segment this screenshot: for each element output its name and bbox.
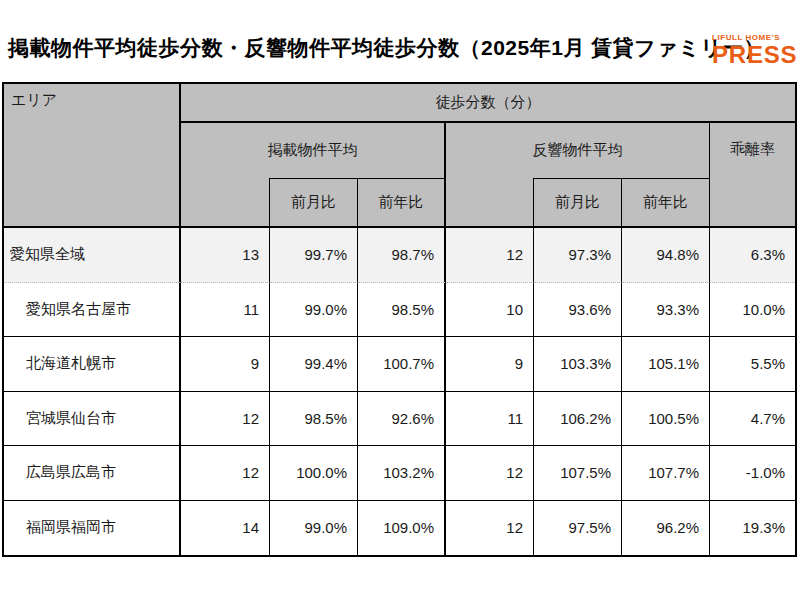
divergence-cell: 10.0% [710,283,795,338]
header-walk-minutes: 徒歩分数（分） [181,84,795,123]
listed-value-cell: 12 [181,392,270,447]
response-yoy-cell: 105.1% [622,337,710,392]
listed-yoy-cell: 103.2% [358,446,446,501]
response-yoy-cell: 94.8% [622,228,710,283]
listed-mom-cell: 99.0% [270,283,358,338]
response-mom-cell: 93.6% [534,283,622,338]
response-value-cell: 10 [446,283,534,338]
listed-value-cell: 14 [181,501,270,556]
header-listed-average: 掲載物件平均 [181,123,446,178]
divergence-cell: -1.0% [710,446,795,501]
header-listed-yoy: 前年比 [358,178,446,228]
response-value-cell: 9 [446,337,534,392]
header-area: エリア [4,84,181,228]
response-yoy-cell: 100.5% [622,392,710,447]
response-value-cell: 11 [446,392,534,447]
area-cell: 北海道札幌市 [4,337,181,392]
response-yoy-cell: 107.7% [622,446,710,501]
response-value-cell: 12 [446,228,534,283]
area-cell: 福岡県福岡市 [4,501,181,556]
page-title: 掲載物件平均徒歩分数・反響物件平均徒歩分数（2025年1月 賃貸ファミリー） [8,34,765,62]
listed-mom-cell: 99.7% [270,228,358,283]
header-divergence-rate: 乖離率 [710,123,795,228]
area-cell: 宮城県仙台市 [4,392,181,447]
area-cell: 愛知県名古屋市 [4,283,181,338]
listed-yoy-cell: 98.7% [358,228,446,283]
walk-minutes-table: エリア 徒歩分数（分） 掲載物件平均 反響物件平均 乖離率 前月比 前年比 前月… [2,82,797,557]
header-listed-mom: 前月比 [270,178,358,228]
response-mom-cell: 97.5% [534,501,622,556]
header-response-average: 反響物件平均 [446,123,710,178]
divergence-cell: 6.3% [710,228,795,283]
logo-product-text: PRESS [712,43,796,67]
listed-value-cell: 13 [181,228,270,283]
listed-mom-cell: 99.4% [270,337,358,392]
response-yoy-cell: 96.2% [622,501,710,556]
listed-value-cell: 12 [181,446,270,501]
response-mom-cell: 107.5% [534,446,622,501]
header-response-mom: 前月比 [534,178,622,228]
area-cell: 広島県広島市 [4,446,181,501]
response-mom-cell: 103.3% [534,337,622,392]
area-cell: 愛知県全域 [4,228,181,283]
listed-value-cell: 9 [181,337,270,392]
header-listed-value-spacer [181,178,270,228]
listed-yoy-cell: 100.7% [358,337,446,392]
response-yoy-cell: 93.3% [622,283,710,338]
divergence-cell: 4.7% [710,392,795,447]
listed-yoy-cell: 98.5% [358,283,446,338]
listed-yoy-cell: 92.6% [358,392,446,447]
divergence-cell: 19.3% [710,501,795,556]
listed-yoy-cell: 109.0% [358,501,446,556]
response-mom-cell: 106.2% [534,392,622,447]
divergence-cell: 5.5% [710,337,795,392]
header-response-value-spacer [446,178,534,228]
response-value-cell: 12 [446,446,534,501]
listed-mom-cell: 99.0% [270,501,358,556]
listed-mom-cell: 98.5% [270,392,358,447]
header-response-yoy: 前年比 [622,178,710,228]
listed-value-cell: 11 [181,283,270,338]
response-value-cell: 12 [446,501,534,556]
lifull-homes-press-logo: LIFULL HOME'S PRESS [712,33,796,67]
response-mom-cell: 97.3% [534,228,622,283]
listed-mom-cell: 100.0% [270,446,358,501]
